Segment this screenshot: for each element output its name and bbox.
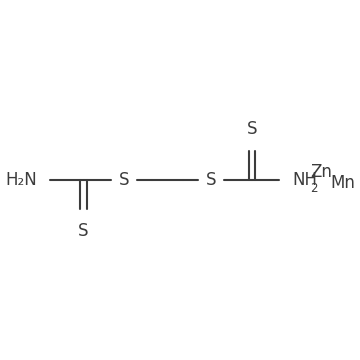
Text: S: S	[246, 120, 257, 138]
Text: 2: 2	[310, 182, 318, 195]
Text: S: S	[78, 222, 89, 240]
Text: NH: NH	[292, 171, 317, 189]
Text: Mn: Mn	[330, 174, 355, 192]
Text: S: S	[206, 171, 216, 189]
Text: S: S	[119, 171, 129, 189]
Text: H₂N: H₂N	[5, 171, 37, 189]
Text: Zn: Zn	[310, 163, 332, 181]
